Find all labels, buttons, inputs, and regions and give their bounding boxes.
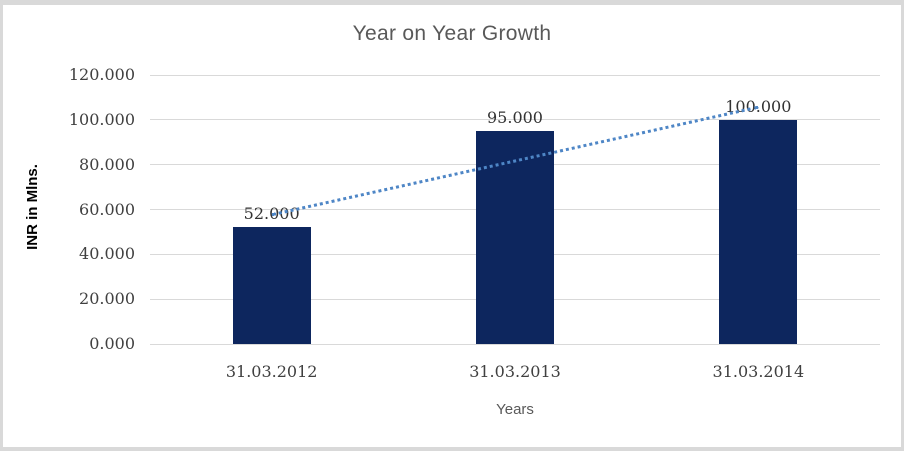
bar	[719, 119, 798, 344]
x-tick-label: 31.03.2012	[225, 362, 318, 381]
x-tick-label: 31.03.2013	[469, 362, 561, 381]
data-label: 95.000	[487, 108, 543, 128]
y-tick-label: 100.000	[68, 109, 135, 129]
gridline	[150, 74, 880, 76]
gridline	[150, 343, 880, 345]
data-label: 100.000	[725, 96, 792, 116]
y-tick-label: 20.000	[79, 289, 135, 309]
y-tick-label: 60.000	[79, 199, 135, 219]
data-label: 52.000	[243, 204, 300, 224]
y-tick-label: 80.000	[79, 154, 135, 174]
y-tick-label: 40.000	[79, 244, 135, 264]
y-tick-label: 0.000	[89, 334, 135, 353]
bar	[476, 131, 554, 344]
x-tick-label: 31.03.2014	[712, 362, 805, 381]
gridline	[150, 119, 880, 121]
x-axis-title: Years	[496, 401, 534, 418]
y-tick-label: 120.000	[68, 65, 135, 84]
bar	[232, 227, 311, 344]
chart-title: Year on Year Growth	[352, 22, 552, 45]
